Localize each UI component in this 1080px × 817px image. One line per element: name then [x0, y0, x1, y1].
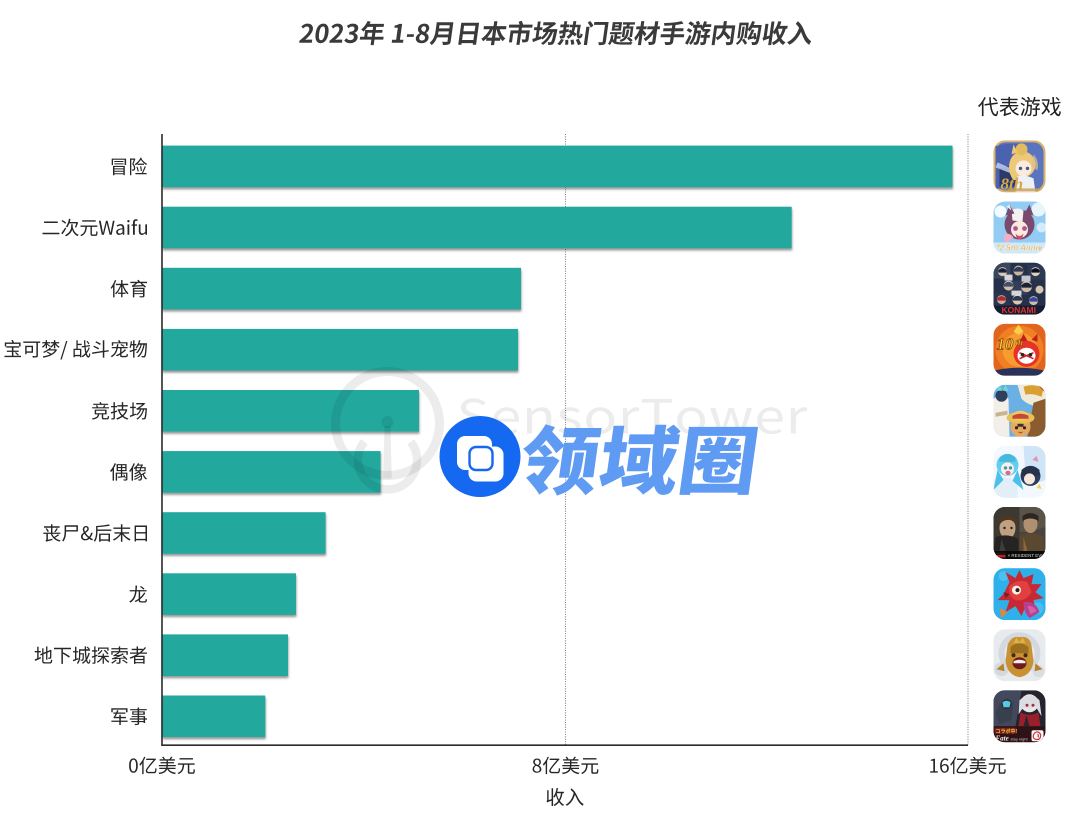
svg-text:Fate: Fate — [996, 734, 1009, 742]
svg-text:8th: 8th — [1001, 174, 1024, 193]
svg-text:10: 10 — [997, 335, 1015, 354]
svg-text:2.5th Anniv.: 2.5th Anniv. — [999, 244, 1045, 253]
svg-text:th: th — [1016, 338, 1024, 348]
svg-text:コラボ中!: コラボ中! — [996, 728, 1018, 735]
svg-text:stay night: stay night — [1011, 736, 1029, 741]
svg-text:KONAMI: KONAMI — [1002, 305, 1036, 315]
svg-text:× RESIDENT EVIL: × RESIDENT EVIL — [1008, 553, 1046, 558]
